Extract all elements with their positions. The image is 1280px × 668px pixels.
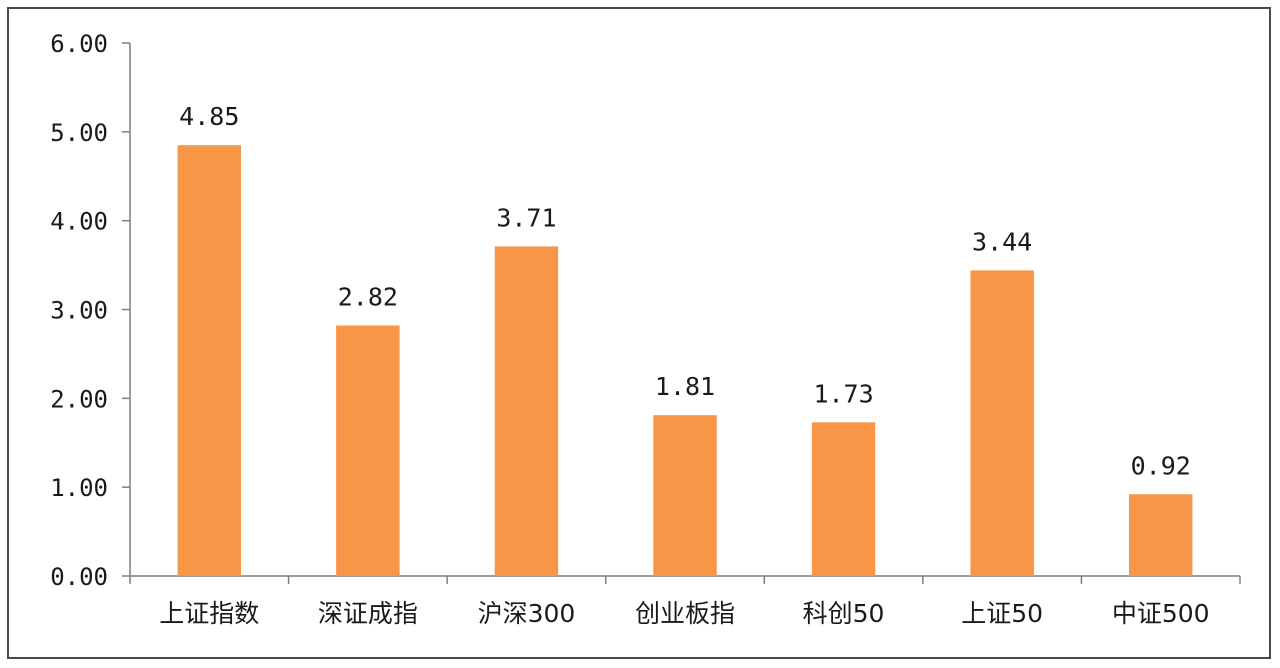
bars (177, 145, 1193, 577)
x-tick-label: 上证指数 (159, 599, 259, 628)
bar (494, 246, 559, 576)
x-tick-label: 创业板指 (635, 599, 735, 628)
bar (336, 325, 400, 576)
bar (1129, 494, 1193, 576)
data-label: 3.44 (972, 227, 1032, 256)
bar (177, 145, 241, 577)
x-tick-label: 中证500 (1112, 599, 1210, 628)
bar (811, 422, 876, 576)
x-tick-label: 沪深300 (478, 599, 576, 628)
y-tick-label: 1.00 (50, 474, 108, 502)
x-axis: 上证指数 深证成指 沪深300 创业板指 科创50 上证50 中证500 (129, 575, 1241, 628)
y-tick-label: 6.00 (50, 30, 108, 58)
bar (970, 270, 1034, 576)
y-tick-label: 5.00 (50, 119, 108, 147)
y-tick-label: 3.00 (50, 297, 108, 325)
x-tick-label: 上证50 (961, 599, 1043, 628)
data-labels: 4.85 2.82 3.71 1.81 1.73 3.44 0.92 (179, 102, 1191, 480)
data-label: 1.81 (655, 372, 715, 401)
x-tick-label: 科创50 (803, 599, 885, 628)
data-label: 3.71 (496, 203, 556, 232)
bar (653, 415, 717, 576)
data-label: 0.92 (1131, 451, 1191, 480)
data-label: 1.73 (813, 379, 873, 408)
x-tick-label: 深证成指 (318, 599, 418, 628)
y-tick-label: 0.00 (50, 563, 108, 591)
data-label: 2.82 (338, 282, 398, 311)
y-axis: 0.00 1.00 2.00 3.00 4.00 5.00 6.00 (50, 30, 131, 591)
y-tick-label: 2.00 (50, 385, 108, 413)
data-label: 4.85 (179, 102, 239, 131)
y-tick-label: 4.00 (50, 208, 108, 236)
